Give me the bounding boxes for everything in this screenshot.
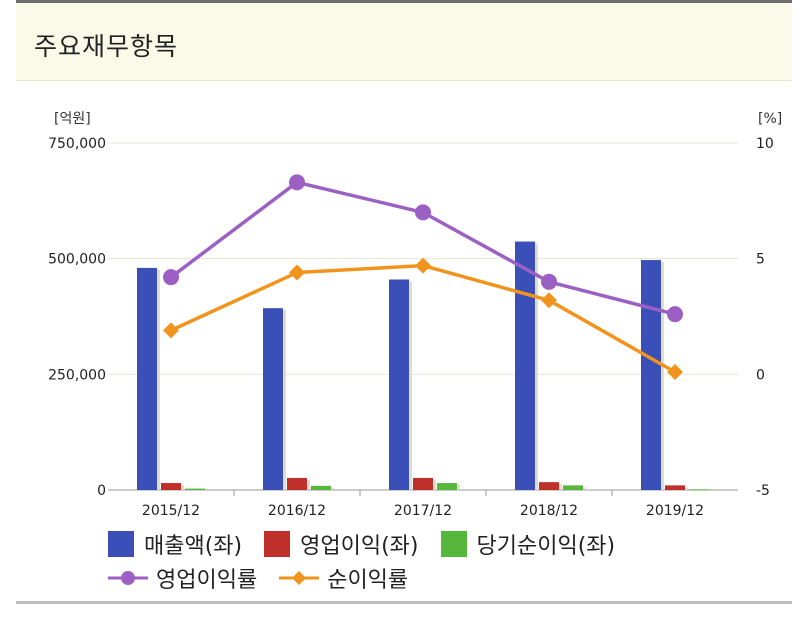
legend-label-net-income: 당기순이익(좌) — [476, 534, 616, 559]
legend-item-operating-margin[interactable]: 영업이익률 — [108, 562, 257, 594]
right-tick-label: 5 — [756, 252, 765, 268]
left-tick-label: 750,000 — [48, 136, 106, 152]
point — [289, 264, 305, 281]
point — [163, 269, 179, 286]
x-tick-label: 2015/12 — [142, 503, 200, 519]
bar — [413, 477, 433, 490]
right-tick-label: 10 — [756, 136, 774, 152]
series-line — [170, 263, 676, 374]
right-axis-unit: [%] — [758, 111, 782, 127]
bar — [641, 260, 661, 490]
legend-row-bars: 매출액(좌) 영업이익(좌) 당기순이익(좌) — [108, 527, 798, 561]
point — [541, 273, 557, 290]
right-tick-label: -5 — [756, 483, 770, 499]
legend-swatch-operating-profit — [264, 531, 291, 557]
point — [163, 322, 179, 339]
financial-summary-panel: 주요재무항목 [억원] [%] 0 250,000 500,000 750,000 -5… — [16, 0, 792, 604]
panel-title: 주요재무항목 — [34, 32, 179, 61]
bar — [563, 485, 583, 490]
legend-marker-operating-margin — [108, 571, 148, 585]
legend-swatch-revenue — [108, 531, 134, 557]
bar — [689, 489, 709, 491]
legend-item-net-income[interactable]: 당기순이익(좌) — [440, 528, 616, 560]
legend-item-revenue[interactable]: 매출액(좌) — [108, 528, 242, 560]
point — [415, 257, 431, 274]
chart: [억원] [%] 0 250,000 500,000 750,000 -5 0 5 10 20… — [48, 111, 782, 519]
point — [667, 364, 683, 381]
x-axis-labels: 2015/12 2016/12 2017/12 2018/12 2019/12 — [142, 503, 704, 519]
left-tick-label: 250,000 — [48, 367, 106, 383]
x-tick-label: 2018/12 — [520, 503, 578, 519]
bar — [539, 482, 559, 490]
bar — [263, 308, 283, 490]
bar — [287, 477, 307, 490]
legend-label-operating-margin: 영업이익률 — [156, 568, 258, 593]
legend-item-operating-profit[interactable]: 영업이익(좌) — [264, 528, 419, 560]
point — [415, 204, 431, 221]
point — [541, 292, 557, 309]
left-axis-unit: [억원] — [54, 111, 91, 127]
left-tick-label: 500,000 — [48, 252, 106, 268]
axis-ticks: 0 250,000 500,000 750,000 -5 0 5 10 — [48, 136, 774, 499]
bar — [665, 485, 685, 490]
legend-label-operating-profit: 영업이익(좌) — [300, 534, 419, 559]
right-tick-label: 0 — [756, 367, 765, 383]
lines — [163, 174, 683, 381]
x-tick-label: 2016/12 — [268, 503, 326, 519]
legend-item-net-margin[interactable]: 순이익률 — [279, 562, 408, 594]
x-tick-label: 2019/12 — [646, 503, 704, 519]
point — [667, 306, 683, 323]
bar — [161, 483, 181, 490]
bar — [311, 485, 331, 490]
bar — [437, 483, 457, 490]
x-tick-label: 2017/12 — [394, 503, 452, 519]
bar — [515, 241, 535, 490]
legend-label-revenue: 매출액(좌) — [144, 534, 243, 559]
panel-header: 주요재무항목 — [16, 3, 792, 81]
bar — [137, 267, 157, 490]
point — [289, 174, 305, 191]
legend-swatch-net-income — [440, 531, 467, 557]
legend-marker-net-margin — [279, 571, 320, 585]
bar — [185, 488, 205, 490]
legend-label-net-margin: 순이익률 — [327, 568, 409, 593]
left-tick-label: 0 — [97, 483, 106, 499]
legend: 매출액(좌) 영업이익(좌) 당기순이익(좌) 영업이익률 — [108, 527, 798, 595]
bar — [389, 279, 409, 490]
bars — [137, 241, 709, 491]
legend-row-lines: 영업이익률 순이익률 — [108, 561, 798, 595]
